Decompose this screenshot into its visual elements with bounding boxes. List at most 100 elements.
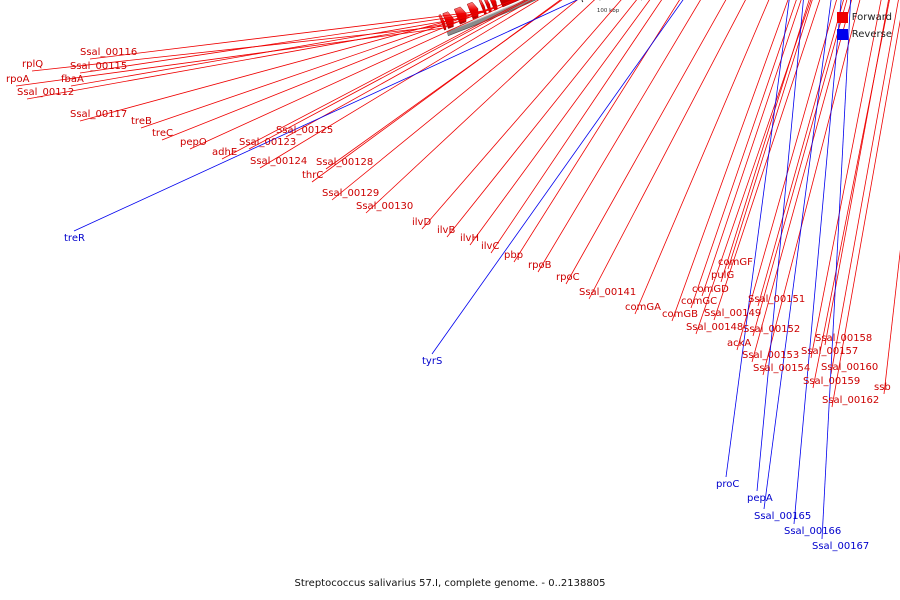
gene-label-Ssal_00124[interactable]: Ssal_00124 (250, 156, 307, 167)
gene-label-rpoB[interactable]: rpoB (528, 260, 552, 271)
leader-line (26, 20, 466, 100)
gene-label-pbp[interactable]: pbp (504, 250, 523, 261)
leader-line (161, 0, 514, 141)
gene-label-fbaA[interactable]: fbaA (61, 74, 84, 85)
gene-label-comGA[interactable]: comGA (625, 302, 661, 313)
gene-label-ilvC[interactable]: ilvC (481, 241, 499, 252)
gene-label-Ssal_00141[interactable]: Ssal_00141 (579, 287, 636, 298)
reverse-label: Reverse (851, 29, 892, 40)
gene-label-ssb[interactable]: ssb (874, 382, 891, 393)
gene-features (15, 0, 900, 540)
gene-label-treR[interactable]: treR (64, 233, 85, 244)
leader-line (671, 0, 789, 322)
leader-line (311, 0, 561, 183)
minor-tick (581, 0, 584, 3)
gene-label-Ssal_00162[interactable]: Ssal_00162 (822, 395, 879, 406)
gene-label-comGF[interactable]: comGF (718, 257, 753, 268)
leader-line (73, 0, 578, 232)
gene-label-ackA[interactable]: ackA (727, 338, 751, 349)
scale-ticks: 100 kbp105 kbp110 kbp115 kbp120 kbp125 k… (581, 0, 645, 14)
leader-line (331, 0, 578, 201)
leader-line (248, 0, 529, 150)
gene-label-Ssal_00158[interactable]: Ssal_00158 (815, 333, 872, 344)
leader-line (431, 0, 684, 355)
leader-line (565, 0, 727, 285)
gene-label-treC[interactable]: treC (152, 128, 173, 139)
gene-label-Ssal_00157[interactable]: Ssal_00157 (801, 346, 858, 357)
gene-label-Ssal_00125[interactable]: Ssal_00125 (276, 125, 333, 136)
gene-label-ilvD[interactable]: ilvD (412, 217, 431, 228)
leader-line (810, 0, 882, 359)
leader-line (140, 0, 517, 129)
leader-line (421, 0, 622, 230)
leader-line (537, 0, 701, 273)
leader-line (762, 0, 861, 376)
gene-label-Ssal_00160[interactable]: Ssal_00160 (821, 362, 878, 373)
gene-label-proC[interactable]: proC (716, 479, 739, 490)
leader-line (189, 0, 518, 150)
leader-line (588, 0, 746, 300)
gene-label-Ssal_00151[interactable]: Ssal_00151 (748, 294, 805, 305)
gene-label-comGB[interactable]: comGB (662, 309, 698, 320)
gene-label-Ssal_00123[interactable]: Ssal_00123 (239, 137, 296, 148)
gene-label-treB[interactable]: treB (131, 116, 152, 127)
map-caption: Streptococcus salivarius 57.I, complete … (294, 578, 606, 589)
gene-label-pepA[interactable]: pepA (747, 493, 773, 504)
gene-label-Ssal_00116[interactable]: Ssal_00116 (80, 47, 137, 58)
gene-label-Ssal_00129[interactable]: Ssal_00129 (322, 188, 379, 199)
leader-line (325, 0, 563, 170)
leader-line (634, 0, 770, 315)
tick-label: 100 kbp (597, 8, 620, 14)
leader-line (79, 11, 487, 74)
gene-label-pepO[interactable]: pepO (180, 137, 207, 148)
leader-line (259, 0, 540, 169)
gene-label-Ssal_00167[interactable]: Ssal_00167 (812, 541, 869, 552)
gene-label-pulG[interactable]: pulG (711, 270, 734, 281)
leader-line (701, 0, 802, 297)
gene-label-Ssal_00166[interactable]: Ssal_00166 (784, 526, 841, 537)
gene-label-Ssal_00165[interactable]: Ssal_00165 (754, 511, 811, 522)
gene-label-Ssal_00117[interactable]: Ssal_00117 (70, 109, 127, 120)
leader-line (469, 0, 651, 246)
leader-line (365, 0, 595, 214)
gene-label-Ssal_00154[interactable]: Ssal_00154 (753, 363, 810, 374)
legend-forward: Forward (836, 9, 892, 26)
leader-line (713, 0, 821, 321)
leader-line (736, 0, 837, 351)
gene-label-rpoA[interactable]: rpoA (6, 74, 30, 85)
gene-label-ilvH[interactable]: ilvH (460, 233, 479, 244)
gene-label-Ssal_00152[interactable]: Ssal_00152 (743, 324, 800, 335)
leader-line (830, 0, 899, 375)
leader-line (31, 24, 453, 72)
gene-label-Ssal_00128[interactable]: Ssal_00128 (316, 157, 373, 168)
gene-label-comGC[interactable]: comGC (681, 296, 717, 307)
gene-label-rpoC[interactable]: rpoC (556, 272, 580, 283)
legend-reverse: Reverse (836, 26, 892, 43)
tick-label: 105 kbp (622, 0, 645, 2)
gene-label-Ssal_00112[interactable]: Ssal_00112 (17, 87, 74, 98)
gene-label-Ssal_00149[interactable]: Ssal_00149 (704, 308, 761, 319)
gene-label-Ssal_00115[interactable]: Ssal_00115 (70, 61, 127, 72)
leader-line (285, 0, 534, 138)
forward-swatch (836, 12, 848, 23)
leader-line (757, 0, 844, 307)
leader-line (446, 0, 637, 238)
leader-line (824, 0, 889, 346)
gene-label-tyrS[interactable]: tyrS (422, 356, 442, 367)
leader-line (763, 0, 832, 510)
leader-line (720, 0, 810, 283)
gene-label-adhE[interactable]: adhE (212, 147, 237, 158)
gene-label-Ssal_00148[interactable]: Ssal_00148 (686, 322, 743, 333)
gene-label-thrC[interactable]: thrC (302, 170, 323, 181)
gene-label-Ssal_00130[interactable]: Ssal_00130 (356, 201, 413, 212)
gene-label-Ssal_00159[interactable]: Ssal_00159 (803, 376, 860, 387)
gene-label-Ssal_00153[interactable]: Ssal_00153 (742, 350, 799, 361)
leader-line (15, 27, 447, 87)
gene-label-rplQ[interactable]: rplQ (22, 59, 43, 70)
leader-line (70, 15, 478, 87)
leader-line (695, 0, 812, 335)
gene-label-comGD[interactable]: comGD (692, 284, 729, 295)
legend: Forward Reverse (836, 9, 892, 43)
gene-label-ilvB[interactable]: ilvB (437, 225, 455, 236)
